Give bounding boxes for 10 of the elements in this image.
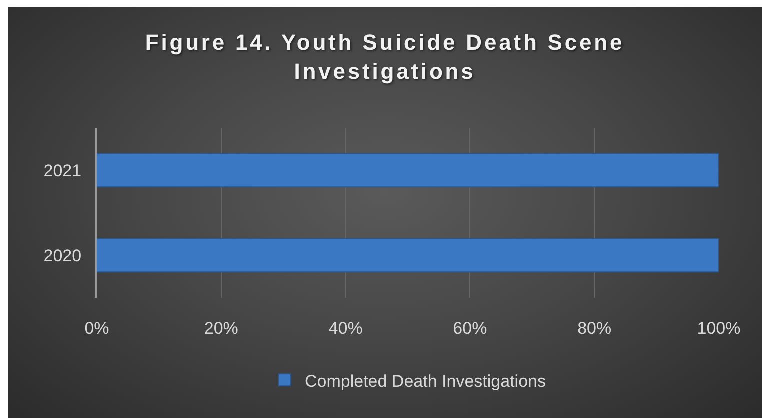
- legend-label: Completed Death Investigations: [305, 372, 546, 391]
- x-tick-label: 0%: [84, 319, 110, 338]
- x-tick-label: 80%: [578, 319, 612, 338]
- x-tick-label: 100%: [697, 319, 741, 338]
- x-tick-label: 60%: [453, 319, 488, 338]
- y-tick-label: 2021: [44, 161, 82, 180]
- y-tick-label: 2020: [44, 246, 82, 266]
- x-tick-label: 40%: [328, 319, 363, 338]
- x-tick-label: 20%: [204, 319, 238, 338]
- chart-title: Figure 14. Youth Suicide Death Scene Investigations: [145, 30, 625, 84]
